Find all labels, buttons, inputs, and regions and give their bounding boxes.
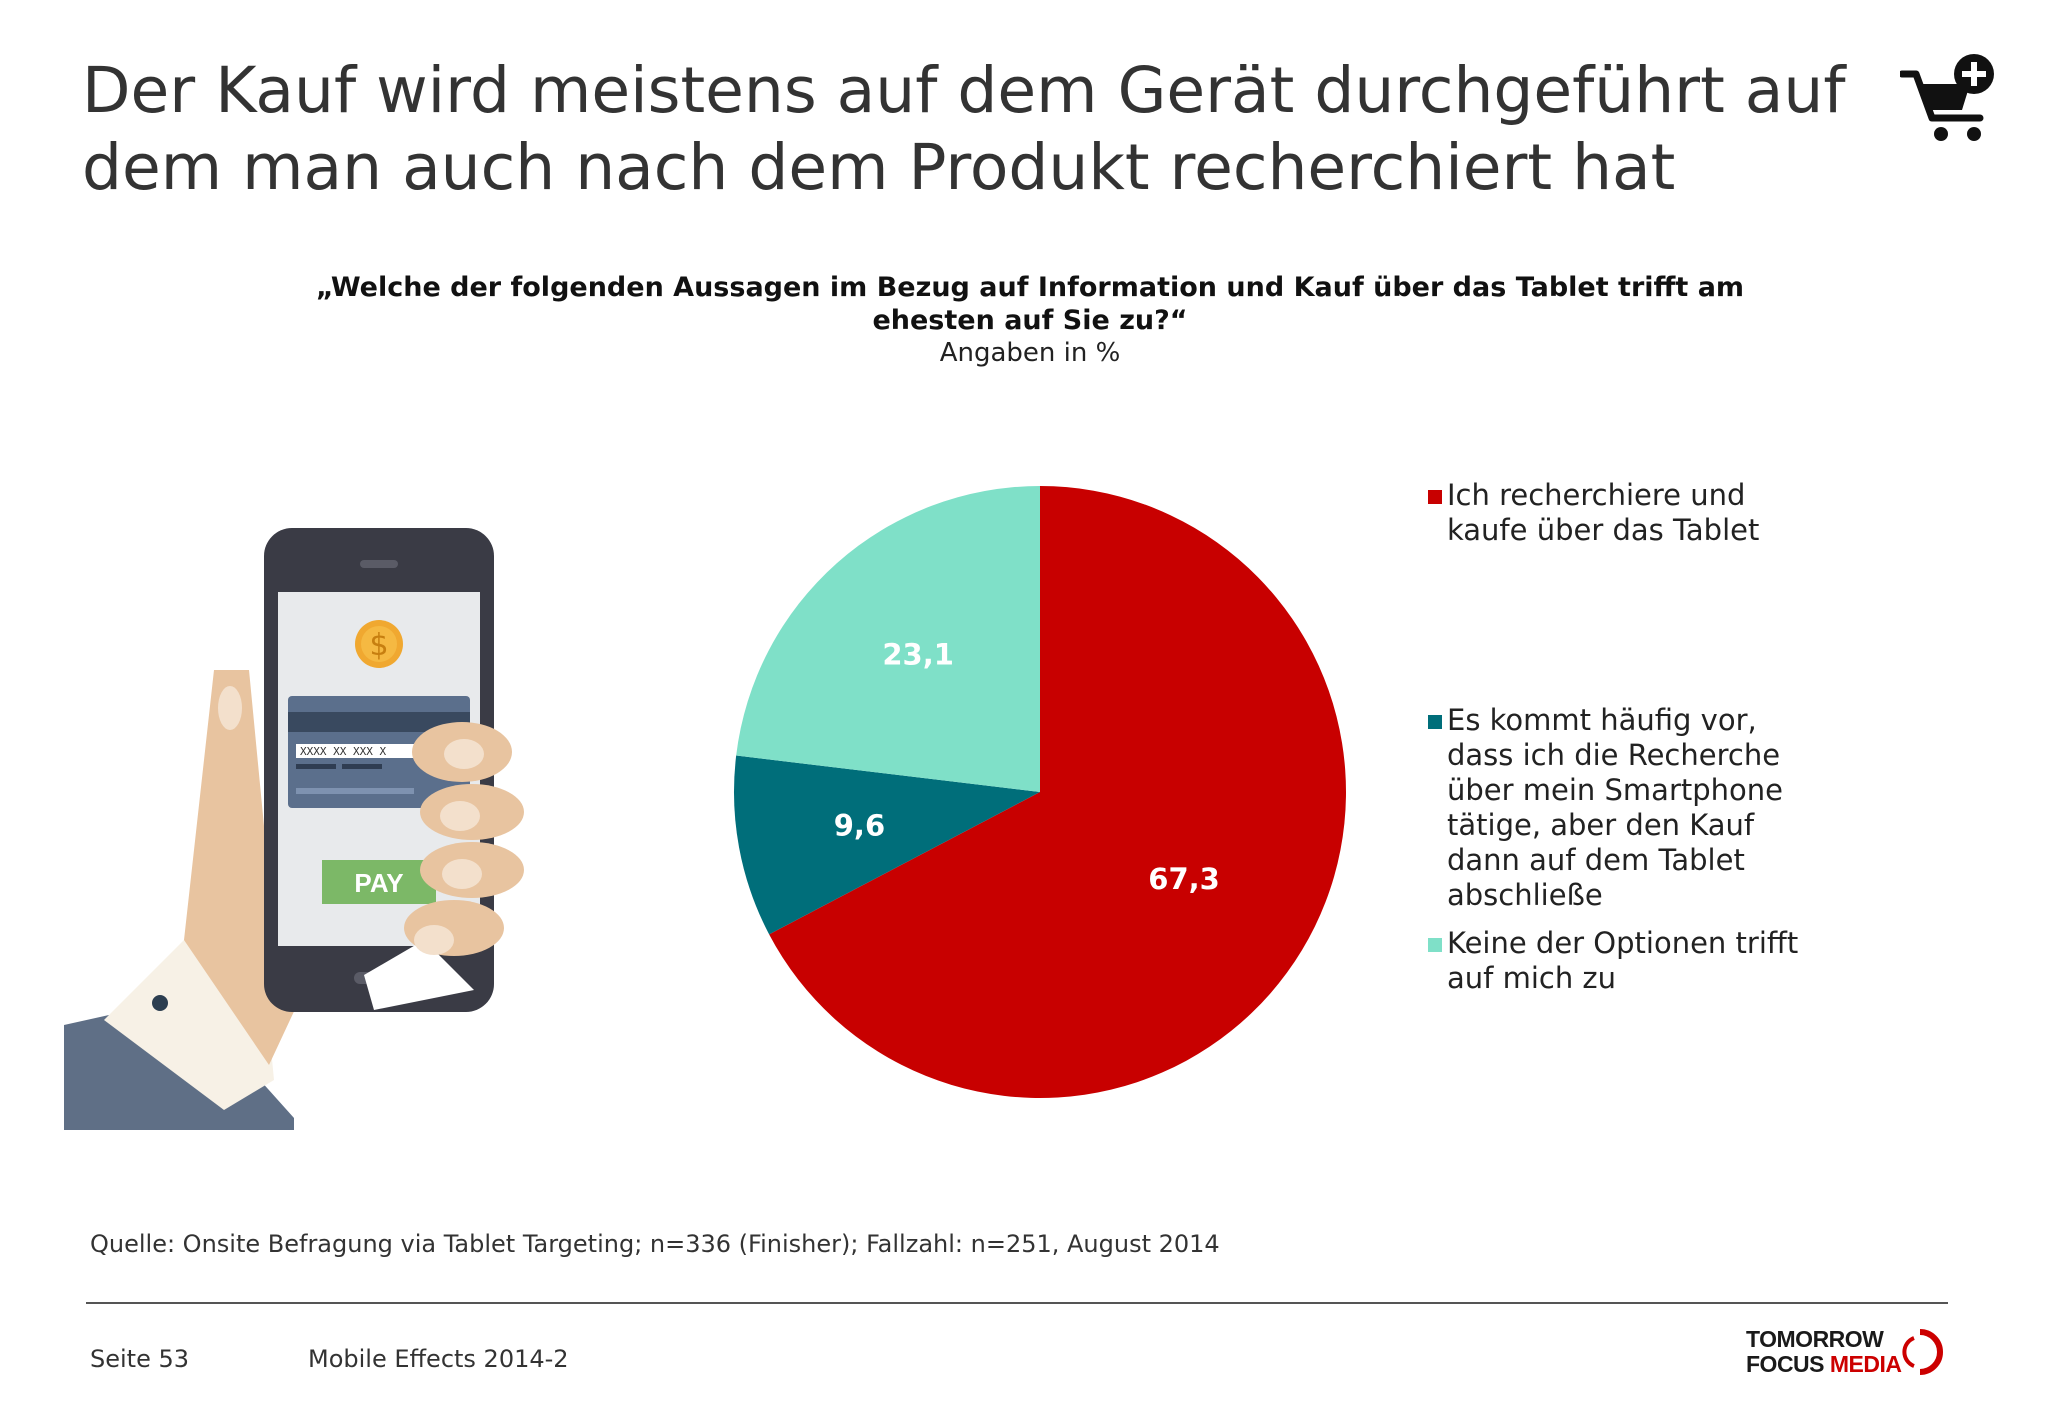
legend-item-1: Ich recherchiere und kaufe über das Table… bbox=[1428, 478, 1759, 548]
pay-button-illustration bbox=[322, 860, 436, 904]
card-number: XXXX XX XXX X bbox=[300, 745, 386, 758]
pie-slice-3 bbox=[736, 486, 1040, 792]
legend-label-line: Es kommt häufig vor, bbox=[1447, 703, 1757, 737]
coin-symbol: $ bbox=[369, 628, 388, 663]
legend-item-3: Keine der Optionen trifft auf mich zu bbox=[1428, 926, 1798, 996]
pie-data-label-2: 9,6 bbox=[834, 808, 885, 842]
pie-slice-2 bbox=[734, 755, 1040, 935]
legend-item-2: Es kommt häufig vor, dass ich die Recherc… bbox=[1428, 703, 1783, 913]
study-name: Mobile Effects 2014-2 bbox=[308, 1345, 569, 1373]
legend-swatch bbox=[1428, 715, 1442, 729]
survey-question-line-1: „Welche der folgenden Aussagen im Bezug … bbox=[315, 272, 1745, 303]
legend-swatch bbox=[1428, 490, 1442, 504]
logo-line-2: FOCUS MEDIA bbox=[1746, 1351, 1902, 1378]
legend-label-line: kaufe über das Tablet bbox=[1447, 513, 1760, 547]
logo-line-1: TOMORROW bbox=[1746, 1326, 1884, 1352]
pie-data-label-1: 67,3 bbox=[1148, 862, 1220, 896]
legend-label-line: abschließe bbox=[1447, 878, 1603, 912]
pay-label: PAY bbox=[354, 868, 403, 898]
legend-label-line: dass ich die Recherche bbox=[1447, 738, 1781, 772]
shopping-cart-add-icon bbox=[1900, 54, 1994, 141]
logo-word-focus: FOCUS bbox=[1746, 1351, 1825, 1377]
page-title: Der Kauf wird meistens auf dem Gerät dur… bbox=[82, 52, 1882, 206]
logo-mark bbox=[1902, 1329, 1943, 1375]
pie-data-label-3: 23,1 bbox=[882, 638, 954, 672]
legend-label-line: über mein Smartphone bbox=[1447, 773, 1783, 807]
survey-question-line-2: ehesten auf Sie zu?“ bbox=[872, 305, 1188, 336]
legend-label-line: tätige, aber den Kauf bbox=[1447, 808, 1755, 842]
hand-holding-phone-illustration: $ XXXX XX XXX X PAY bbox=[64, 528, 524, 1130]
footer-divider bbox=[86, 1302, 1948, 1304]
source-note: Quelle: Onsite Befragung via Tablet Targ… bbox=[90, 1230, 1220, 1258]
page-title-line-2: dem man auch nach dem Produkt recherchie… bbox=[82, 131, 1676, 204]
legend-label-line: Ich recherchiere und bbox=[1447, 478, 1746, 512]
legend-label-line: Keine der Optionen trifft bbox=[1447, 926, 1799, 960]
survey-question: „Welche der folgenden Aussagen im Bezug … bbox=[300, 271, 1760, 337]
logo-word-media: MEDIA bbox=[1829, 1351, 1902, 1377]
page-title-line-1: Der Kauf wird meistens auf dem Gerät dur… bbox=[82, 54, 1846, 127]
company-logo: TOMORROW FOCUS MEDIA bbox=[1746, 1326, 1952, 1378]
legend-swatch bbox=[1428, 938, 1442, 952]
pie-chart: 67,3 9,6 23,1 bbox=[734, 486, 1346, 1098]
units-note: Angaben in % bbox=[939, 338, 1121, 368]
legend-label-line: auf mich zu bbox=[1447, 961, 1617, 995]
pie-slice-1 bbox=[769, 486, 1346, 1098]
legend-label-line: dann auf dem Tablet bbox=[1447, 843, 1745, 877]
page-number: Seite 53 bbox=[90, 1345, 190, 1373]
